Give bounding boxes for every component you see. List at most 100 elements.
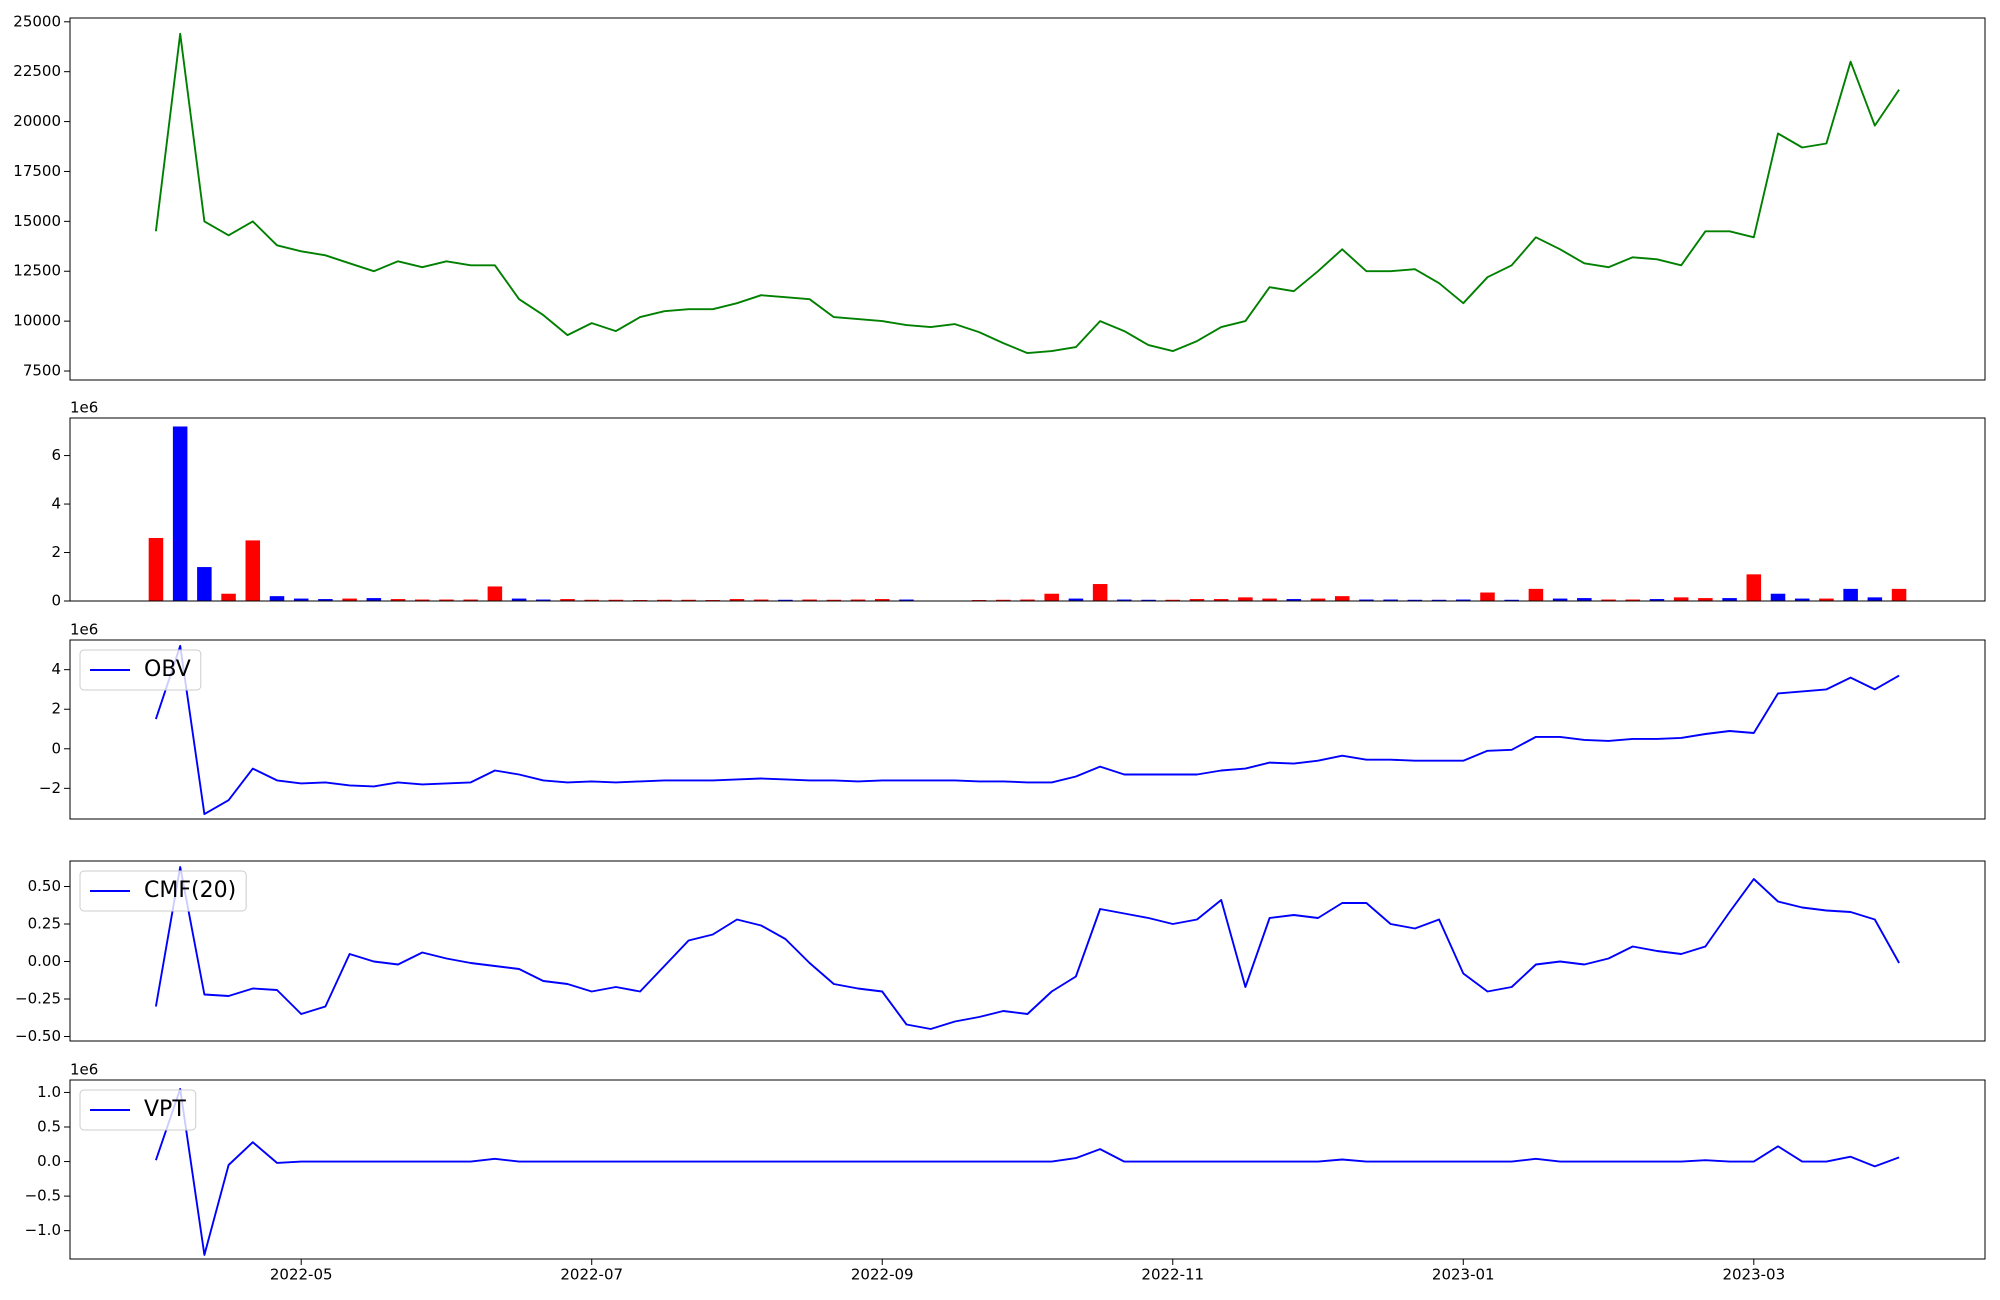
bar	[1528, 588, 1544, 601]
bar	[414, 599, 430, 601]
x-tick-label: 2022-09	[851, 1266, 914, 1284]
bar	[1552, 598, 1568, 601]
bar	[487, 586, 503, 601]
bar	[1165, 599, 1181, 601]
panel: −1.0 −0.5 0.0 0.5 1.0 1e6 2022-05 2022-07 2022-0…	[25, 1061, 1986, 1284]
bar	[1504, 599, 1519, 601]
y-tick-label: 0	[51, 739, 61, 757]
bar	[390, 599, 406, 601]
bar	[657, 599, 672, 601]
bar	[245, 540, 261, 601]
line	[154, 866, 1900, 1030]
bar	[802, 599, 817, 601]
bar	[148, 537, 164, 601]
y-tick-label: 0.25	[28, 915, 61, 933]
y-tick-label: 2	[51, 543, 61, 561]
bar	[366, 598, 382, 601]
y-tick-label: 4	[51, 495, 61, 513]
offset-label: 1e6	[70, 621, 98, 639]
bar	[1770, 593, 1786, 601]
bar	[1117, 599, 1132, 601]
legend-label: OBV	[144, 657, 191, 682]
bar	[1698, 598, 1713, 601]
y-tick-label: 1.0	[37, 1083, 61, 1101]
y-tick-label: 0.0	[37, 1152, 61, 1170]
x-tick-label: 2023-03	[1722, 1266, 1785, 1284]
x-tick-label: 2022-05	[270, 1266, 333, 1284]
y-tick-label: 20000	[13, 112, 61, 130]
panel: −0.50 −0.25 0.00 0.25 0.50 CMF(20)	[15, 860, 1986, 1045]
bar	[1867, 597, 1883, 601]
bar	[318, 599, 333, 601]
legend: OBV	[79, 649, 202, 691]
bar	[439, 599, 454, 601]
y-tick-label: 25000	[13, 12, 61, 30]
line	[154, 644, 1900, 816]
bar	[996, 599, 1011, 601]
bar	[899, 599, 914, 601]
bar	[197, 567, 212, 601]
axes-frame	[69, 639, 1986, 820]
y-tick-label: 7500	[23, 362, 61, 380]
y-tick-label: 0.5	[37, 1117, 61, 1135]
panel: 7500 10000 12500 15000 17500 20000 22500 25000	[13, 12, 1986, 381]
legend-box	[79, 870, 247, 912]
x-tick-label: 2023-01	[1432, 1266, 1495, 1284]
axes-frame	[69, 417, 1986, 602]
y-tick-label: 0	[51, 592, 61, 610]
bar	[1044, 593, 1059, 601]
bar	[1601, 599, 1616, 601]
legend-box	[79, 649, 202, 691]
legend-box	[79, 1089, 197, 1131]
bar	[1262, 598, 1277, 601]
bar	[1213, 599, 1229, 601]
bar	[172, 426, 188, 601]
axes-frame	[69, 17, 1986, 381]
bar	[1819, 598, 1834, 601]
bar	[1456, 599, 1471, 601]
bar	[681, 599, 696, 601]
bar	[1794, 598, 1810, 601]
panel: 0 2 4 6 1e6	[51, 399, 1986, 610]
axes-frame	[69, 1079, 1986, 1260]
y-tick-label: 4	[51, 660, 61, 678]
y-tick-label: 15000	[13, 212, 61, 230]
y-tick-label: −0.25	[15, 990, 61, 1008]
bar	[1577, 598, 1592, 601]
offset-label: 1e6	[70, 1061, 98, 1079]
bar	[608, 599, 624, 601]
legend-label: CMF(20)	[144, 878, 236, 903]
offset-label: 1e6	[70, 399, 98, 417]
y-tick-label: 12500	[13, 262, 61, 280]
bar	[1189, 599, 1205, 601]
y-tick-label: 17500	[13, 162, 61, 180]
bar	[1092, 584, 1108, 601]
bar	[1141, 599, 1156, 601]
bar	[850, 599, 866, 601]
bar	[826, 599, 842, 601]
bar	[1722, 598, 1737, 601]
bar	[1238, 597, 1253, 601]
bar	[1407, 599, 1423, 601]
legend-label: VPT	[144, 1097, 186, 1122]
bar	[1286, 599, 1302, 601]
bar	[536, 599, 551, 601]
y-tick-label: −0.50	[15, 1027, 61, 1045]
x-tick-label: 2022-07	[560, 1266, 623, 1284]
bar	[1649, 599, 1665, 601]
bar	[1334, 596, 1350, 601]
y-tick-label: −1.0	[25, 1221, 61, 1239]
bar	[342, 598, 357, 601]
bar	[1843, 588, 1858, 601]
panel: −2 0 2 4 1e6 OBV	[39, 621, 1986, 820]
y-tick-label: 0.50	[28, 877, 61, 895]
y-tick-label: 0.00	[28, 952, 61, 970]
y-tick-label: 22500	[13, 62, 61, 80]
axes-frame	[69, 860, 1986, 1042]
bar	[753, 599, 769, 601]
x-tick-label: 2022-11	[1141, 1266, 1204, 1284]
bar	[511, 598, 527, 601]
bar	[1359, 599, 1374, 601]
